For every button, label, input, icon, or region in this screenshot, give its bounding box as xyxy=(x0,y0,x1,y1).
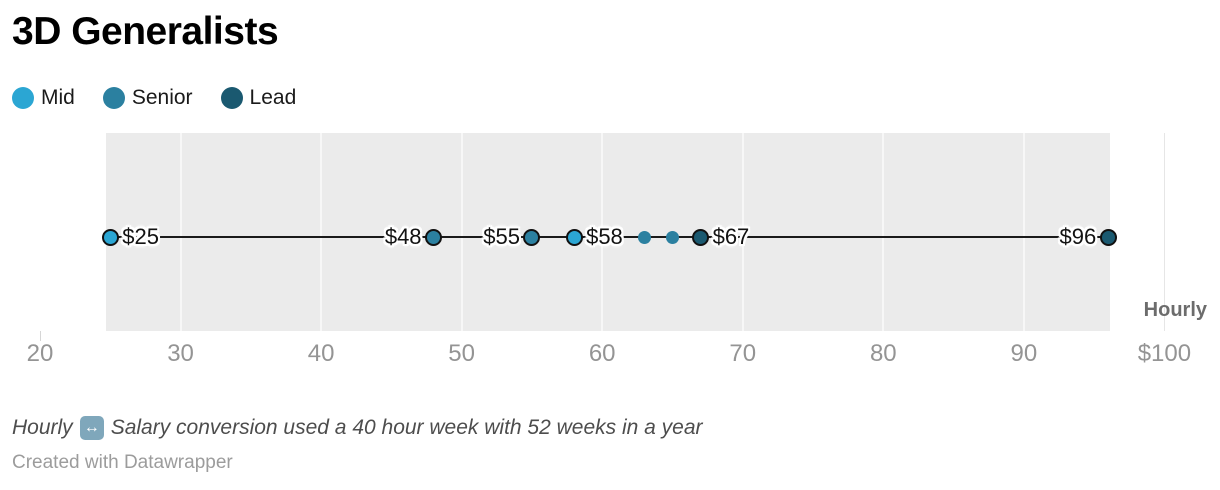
axis-tick-30: 30 xyxy=(167,340,194,367)
value-label: $25 xyxy=(122,224,159,249)
axis-tick-50: 50 xyxy=(448,340,475,367)
senior-color-dot-icon xyxy=(102,87,125,109)
axis-tick-80: 80 xyxy=(869,340,897,367)
axis-tick-20: 20 xyxy=(26,340,54,367)
left-right-arrow-icon: ↔ xyxy=(79,416,104,440)
data-point-lead-67[interactable] xyxy=(692,228,710,246)
value-label: $96 xyxy=(1059,224,1097,249)
chart-title: 3D Generalists xyxy=(12,10,279,53)
notes-prefix: Hourly xyxy=(12,416,73,439)
gridline xyxy=(601,133,604,331)
legend-item-mid: Mid xyxy=(12,86,75,110)
legend-label-senior: Senior xyxy=(131,86,193,109)
legend-item-lead: Lead xyxy=(220,86,297,110)
gridline xyxy=(179,133,182,331)
axis-tick-60: 60 xyxy=(588,340,616,367)
data-point-senior-65[interactable] xyxy=(665,230,679,244)
range-line xyxy=(110,236,1109,238)
legend-label-lead: Lead xyxy=(249,86,297,109)
plot-area: $25 $48 $55 $58 $67 $96 xyxy=(0,133,1220,331)
data-point-senior-48[interactable] xyxy=(425,228,443,246)
legend: Mid Senior Lead xyxy=(12,86,296,110)
value-label: $67 xyxy=(712,224,750,249)
datawrapper-credit-link[interactable]: Created with Datawrapper xyxy=(12,452,233,473)
data-point-senior-63[interactable] xyxy=(637,230,651,244)
data-point-mid-58[interactable] xyxy=(565,228,583,246)
gridline xyxy=(320,133,323,331)
value-label: $58 xyxy=(586,224,623,249)
x-axis: 20 30 40 50 60 70 80 90 $100 xyxy=(0,331,1220,372)
data-point-senior-55[interactable] xyxy=(523,228,541,246)
chart-notes: Hourly ↔ Salary conversion used a 40 hour … xyxy=(12,416,703,440)
gridline xyxy=(741,133,744,331)
value-label: $55 xyxy=(483,224,520,249)
gridline xyxy=(460,133,463,331)
axis-tick-70: 70 xyxy=(729,340,757,367)
notes-suffix: Salary conversion used a 40 hour week wi… xyxy=(110,416,703,439)
data-point-mid-25[interactable] xyxy=(101,228,119,246)
mid-color-dot-icon xyxy=(12,87,34,109)
legend-label-mid: Mid xyxy=(41,86,75,109)
axis-unit-label: Hourly xyxy=(1143,299,1207,321)
value-label: $48 xyxy=(384,224,422,249)
legend-item-senior: Senior xyxy=(102,86,193,110)
data-point-lead-96[interactable] xyxy=(1099,228,1117,246)
gridline xyxy=(1022,133,1025,331)
plot-background xyxy=(106,133,1110,331)
gridline xyxy=(882,133,885,331)
axis-tick-mark xyxy=(40,331,41,341)
axis-tick-90: 90 xyxy=(1010,340,1038,367)
axis-tick-40: 40 xyxy=(307,340,335,367)
axis-tick-100: $100 xyxy=(1137,340,1192,367)
lead-color-dot-icon xyxy=(220,87,243,109)
gridline-outer xyxy=(1164,133,1165,331)
